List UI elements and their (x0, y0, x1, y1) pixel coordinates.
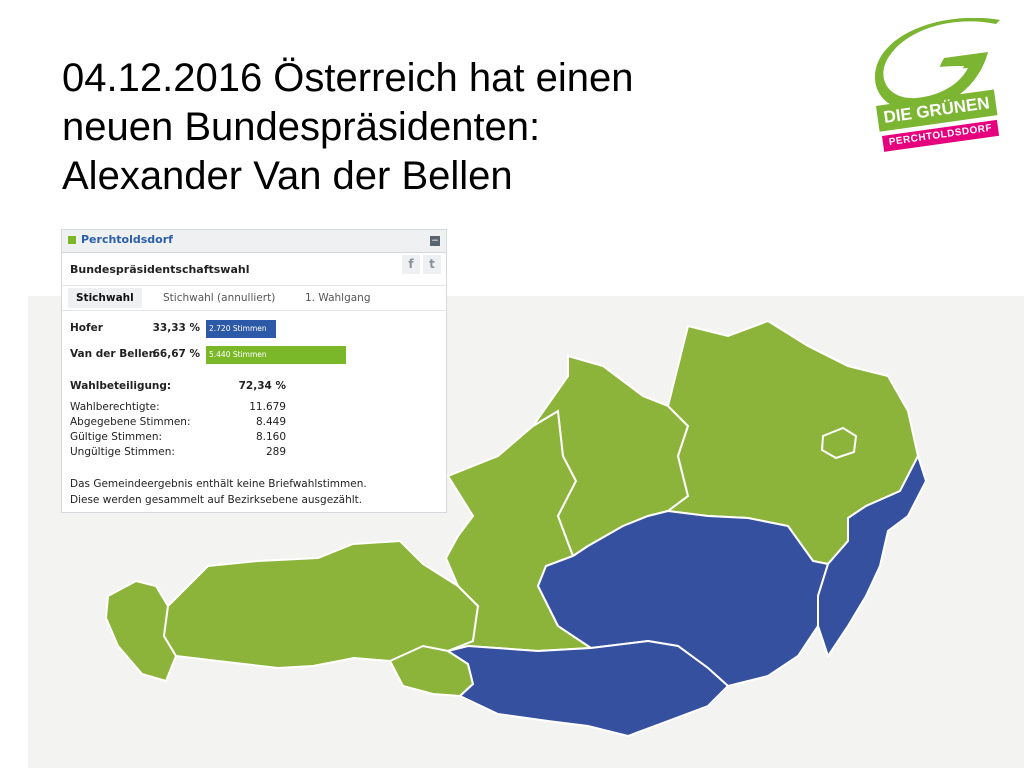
tab-stichwahl[interactable]: Stichwahl (68, 288, 142, 308)
stat-label: Ungültige Stimmen: (70, 446, 175, 458)
footnote-line: Das Gemeindeergebnis enthält keine Brief… (70, 478, 367, 490)
austria-results-map (28, 296, 1024, 768)
turnout-label: Wahlbeteiligung: (70, 380, 172, 392)
widget-footnote: Das Gemeindeergebnis enthält keine Brief… (70, 476, 430, 508)
turnout-value: 72,34 % (238, 380, 286, 392)
map-region-wien[interactable] (820, 426, 858, 460)
slide-title-line-3: Alexander Van der Bellen (62, 154, 513, 198)
stat-value: 11.679 (249, 401, 286, 413)
stat-value: 8.160 (255, 431, 286, 443)
tab-divider (62, 310, 446, 311)
map-region-burgenland[interactable] (817, 453, 928, 659)
widget-subtitle: Bundespräsidentschaftswahl (70, 263, 250, 276)
austria-map-svg (104, 319, 928, 738)
footnote-line: Diese werden gesammelt auf Bezirksebene … (70, 494, 363, 506)
header-square-icon (68, 236, 76, 244)
twitter-icon[interactable]: t (423, 255, 441, 274)
green-g-brushstroke-icon (875, 18, 1000, 111)
die-gruenen-logo: DIE GRÜNEN PERCHTOLDSDORF (868, 18, 1008, 154)
stat-value: 8.449 (255, 416, 286, 428)
tab-erster-wahlgang[interactable]: 1. Wahlgang (305, 292, 371, 304)
widget-subheader: Bundespräsidentschaftswahl f t (62, 253, 446, 286)
stat-value: 289 (265, 446, 286, 458)
stat-label: Gültige Stimmen: (70, 431, 163, 443)
candidate-name-hofer: Hofer (70, 322, 103, 334)
slide-title: 04.12.2016 Österreich hat einen neuen Bu… (62, 54, 782, 201)
candidate-name-van-der-bellen: Van der Bellen (70, 348, 157, 360)
slide-title-line-2: neuen Bundespräsidenten: (62, 105, 541, 149)
stat-label: Abgegebene Stimmen: (70, 416, 191, 428)
slide-title-line-1: 04.12.2016 Österreich hat einen (62, 56, 634, 100)
candidate-percent-van-der-bellen: 66,67 % (152, 348, 200, 360)
candidate-bar-van-der-bellen: 5.440 Stimmen (206, 346, 346, 364)
widget-header: Perchtoldsdorf − (62, 230, 446, 253)
candidate-percent-hofer: 33,33 % (152, 322, 200, 334)
election-result-widget: Perchtoldsdorf − Bundespräsidentschaftsw… (61, 229, 447, 513)
tab-stichwahl-annulliert[interactable]: Stichwahl (annulliert) (163, 292, 276, 304)
map-region-kaernten[interactable] (445, 639, 730, 738)
candidate-bar-hofer: 2.720 Stimmen (206, 320, 276, 338)
facebook-icon[interactable]: f (402, 255, 420, 274)
minus-icon[interactable]: − (430, 236, 440, 246)
widget-header-title[interactable]: Perchtoldsdorf (81, 233, 173, 246)
stat-label: Wahlberechtigte: (70, 401, 160, 413)
